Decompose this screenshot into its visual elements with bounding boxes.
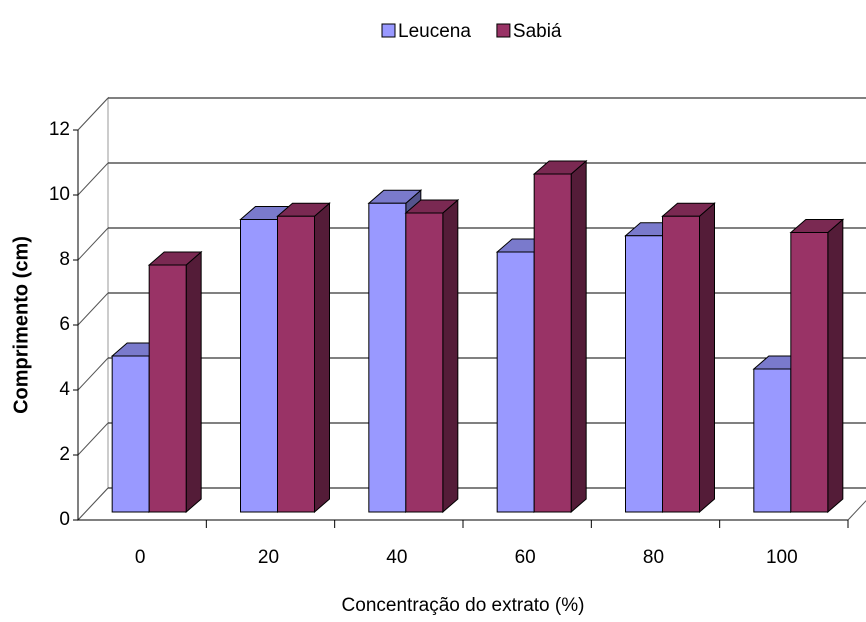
legend-label: Leucena [398,21,471,42]
bar-side [442,198,459,514]
bar [240,219,278,513]
legend-swatch [381,23,396,38]
bar [368,202,407,513]
bar [496,251,535,513]
x-tick-label: 100 [766,547,798,568]
grid-line [77,292,109,326]
grid-line [77,357,109,391]
y-tick-label: 8 [59,249,70,270]
y-tick-label: 10 [49,184,70,205]
grid-line [77,422,109,456]
y-tick-label: 0 [59,509,70,530]
bar [662,215,700,513]
legend-label: Sabiá [513,21,562,42]
bar [533,173,572,513]
x-tick-label: 40 [386,547,407,568]
bar [790,232,829,513]
floor-edge [847,500,866,521]
y-tick-label: 6 [59,314,70,335]
x-tick-label: 80 [643,547,664,568]
grid-line [77,227,109,261]
x-tick-label: 60 [515,547,536,568]
legend-swatch [496,23,511,38]
y-axis-title: Comprimento (cm) [10,236,32,414]
bar [625,235,663,513]
bar-side [827,218,844,514]
grid-line [77,162,109,196]
bar-side [570,159,587,514]
x-tick-label: 20 [258,547,279,568]
y-tick-label: 2 [59,444,70,465]
grid-line [77,97,109,131]
bar [277,215,315,513]
bar-side [699,202,715,514]
y-tick-label: 4 [59,379,70,400]
bar [148,264,187,513]
x-axis-title: Concentração do extrato (%) [342,595,585,616]
bar [405,212,444,513]
bar [753,368,792,513]
bar-side [185,250,202,514]
grid-line [77,487,109,521]
x-tick-label: 0 [135,547,146,568]
bar [111,355,150,513]
bar-side [314,202,330,514]
y-tick-label: 12 [49,119,70,140]
